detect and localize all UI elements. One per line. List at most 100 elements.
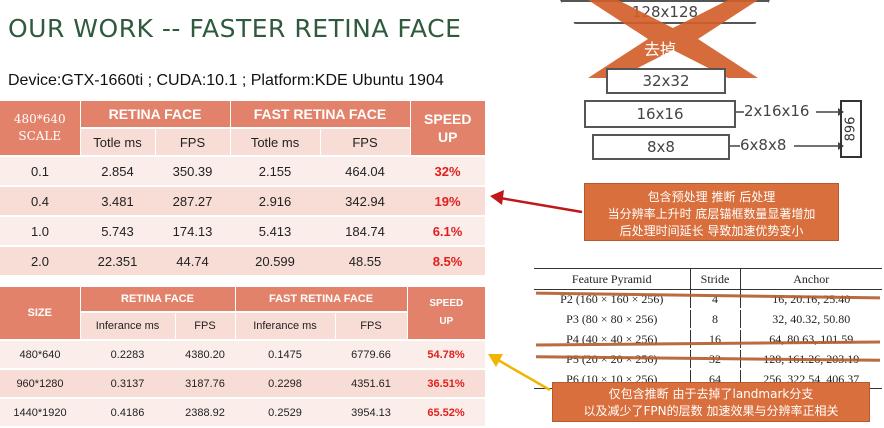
stride-cell: 16: [690, 329, 741, 350]
scale-cell: 1.0: [0, 216, 80, 247]
stride-cell: 8: [690, 309, 741, 330]
table1-retina-face-header: RETINA FACE: [80, 101, 231, 129]
frf-fps-cell: 184.74: [320, 216, 411, 247]
table-row: P3 (80 × 80 × 256) 8 32, 40.32, 50.80: [534, 309, 882, 330]
speedup-cell: 19%: [410, 186, 486, 217]
frf-ms-cell: 5.413: [230, 216, 321, 247]
size-cell: 480*640: [0, 340, 80, 370]
anchor-cell: 64, 80.63, 101.59: [740, 329, 882, 350]
table1-sub-header: Totle ms: [80, 128, 156, 157]
anchor-header-anchor: Anchor: [740, 268, 882, 290]
yellow-arrow-head: [488, 354, 503, 367]
scale-cell: 0.4: [0, 186, 80, 217]
rf-ms-cell: 5.743: [80, 216, 155, 247]
size-speed-table: SIZE RETINA FACE FAST RETINA FACE SPEED U…: [0, 287, 486, 428]
table2-speedup-header: SPEED UP: [407, 287, 486, 341]
note-table1: 包含预处理 推断 后处理 当分辨率上升时 底层锚框数量显著增加 后处理时间延长 …: [584, 183, 839, 241]
frf-fps-cell: 6779.66: [335, 340, 408, 370]
layer-32-label: 32x32: [642, 72, 690, 90]
note1-line: 当分辨率上升时 底层锚框数量显著增加: [607, 207, 816, 221]
speedup-cell: 36.51%: [407, 369, 486, 399]
layer-8: 8x8: [592, 134, 730, 160]
table-row: 0.1 2.854 350.39 2.155 464.04 32%: [0, 156, 486, 187]
rf-fps-cell: 350.39: [155, 156, 231, 187]
output-concat-label: 896: [843, 116, 859, 142]
frf-ms-cell: 20.599: [230, 246, 321, 277]
output-concat-box: 896: [840, 100, 862, 158]
note2-line: 仅包含推断 由于去掉了landmark分支: [608, 387, 814, 401]
anchor-table: Feature Pyramid Stride Anchor P2 (160 × …: [534, 268, 882, 389]
table2-sub-header: FPS: [335, 312, 408, 341]
removed-cross-mark: [588, 0, 758, 78]
rf-ms-cell: 2.854: [80, 156, 155, 187]
scale-cell: 2.0: [0, 246, 80, 277]
frf-ms-cell: 2.916: [230, 186, 321, 217]
scale-speed-table: 480*640 SCALE RETINA FACE FAST RETINA FAC…: [0, 101, 486, 277]
table1-sub-header: Totle ms: [230, 128, 321, 157]
speedup-cell: 54.78%: [407, 340, 486, 370]
frf-fps-cell: 464.04: [320, 156, 411, 187]
frf-ms-cell: 0.2529: [235, 398, 335, 428]
frf-fps-cell: 4351.61: [335, 369, 408, 399]
size-cell: 1440*1920: [0, 398, 80, 428]
frf-fps-cell: 3954.13: [335, 398, 408, 428]
pyramid-cell: P3 (80 × 80 × 256): [534, 309, 691, 330]
anchor-cell: 32, 40.32, 50.80: [740, 309, 882, 330]
table2-sub-header: Inferance ms: [235, 312, 336, 341]
frf-ms-cell: 0.2298: [235, 369, 335, 399]
table2-corner-header: SIZE: [0, 287, 81, 341]
device-info: Device:GTX-1660ti ; CUDA:10.1 ; Platform…: [8, 72, 444, 89]
size-cell: 960*1280: [0, 369, 80, 399]
note1-line: 包含预处理 推断 后处理: [647, 190, 776, 204]
red-arrow: [499, 196, 583, 214]
table-row: 1.0 5.743 174.13 5.413 184.74 6.1%: [0, 216, 486, 247]
speedup-cell: 32%: [410, 156, 486, 187]
table2-sub-header: FPS: [175, 312, 236, 341]
removed-label: 去掉: [644, 42, 677, 59]
table2-fast-retina-face-header: FAST RETINA FACE: [235, 287, 408, 313]
rf-ms-cell: 22.351: [80, 246, 155, 277]
speedup-cell: 8.5%: [410, 246, 486, 277]
rf-fps-cell: 2388.92: [175, 398, 235, 428]
anchor-cell: 16, 20.16, 25.40: [740, 289, 882, 310]
scale-cell: 0.1: [0, 156, 80, 187]
rf-ms-cell: 0.4186: [80, 398, 175, 428]
rf-fps-cell: 3187.76: [175, 369, 235, 399]
speedup-cell: 65.52%: [407, 398, 486, 428]
layer-16: 16x16: [584, 100, 736, 128]
rf-fps-cell: 174.13: [155, 216, 231, 247]
table1-fast-retina-face-header: FAST RETINA FACE: [230, 101, 411, 129]
speedup-cell: 6.1%: [410, 216, 486, 247]
red-arrow-head: [490, 190, 504, 205]
table1-speedup-header: SPEED UP: [410, 101, 486, 157]
pyramid-cell: P5 (20 × 20 × 256): [534, 349, 691, 370]
rf-fps-cell: 44.74: [155, 246, 231, 277]
table-row: 0.4 3.481 287.27 2.916 342.94 19%: [0, 186, 486, 217]
table-row: 960*1280 0.3137 3187.76 0.2298 4351.61 3…: [0, 369, 486, 399]
slide-title: OUR WORK -- FASTER RETINA FACE: [8, 14, 462, 43]
rf-ms-cell: 0.3137: [80, 369, 175, 399]
output-16-label: 2x16x16: [744, 102, 810, 120]
table1-sub-header: FPS: [155, 128, 231, 157]
table-row: 480*640 0.2283 4380.20 0.1475 6779.66 54…: [0, 340, 486, 370]
frf-ms-cell: 2.155: [230, 156, 321, 187]
layer-8-label: 8x8: [647, 138, 675, 156]
table2-sub-header: Inferance ms: [80, 312, 176, 341]
table1-sub-header: FPS: [320, 128, 411, 157]
note1-line: 后处理时间延长 导致加速优势变小: [619, 224, 804, 238]
table-row: 2.0 22.351 44.74 20.599 48.55 8.5%: [0, 246, 486, 277]
layer-16-label: 16x16: [636, 105, 684, 123]
rf-fps-cell: 4380.20: [175, 340, 235, 370]
frf-ms-cell: 0.1475: [235, 340, 335, 370]
rf-ms-cell: 3.481: [80, 186, 155, 217]
anchor-header-pyramid: Feature Pyramid: [534, 268, 691, 290]
output-8-label: 6x8x8: [740, 136, 787, 154]
table2-retina-face-header: RETINA FACE: [80, 287, 236, 313]
network-diagram: 128x128 去掉 32x32 16x16 8x8 2x16x16 6x8x8…: [548, 0, 884, 175]
table1-corner-header: 480*640 SCALE: [0, 101, 81, 157]
rf-ms-cell: 0.2283: [80, 340, 175, 370]
diagram-connectors: [730, 108, 844, 150]
note2-line: 以及减少了FPN的层数 加速效果与分辨率正相关: [583, 404, 839, 418]
rf-fps-cell: 287.27: [155, 186, 231, 217]
layer-32: 32x32: [606, 68, 726, 94]
